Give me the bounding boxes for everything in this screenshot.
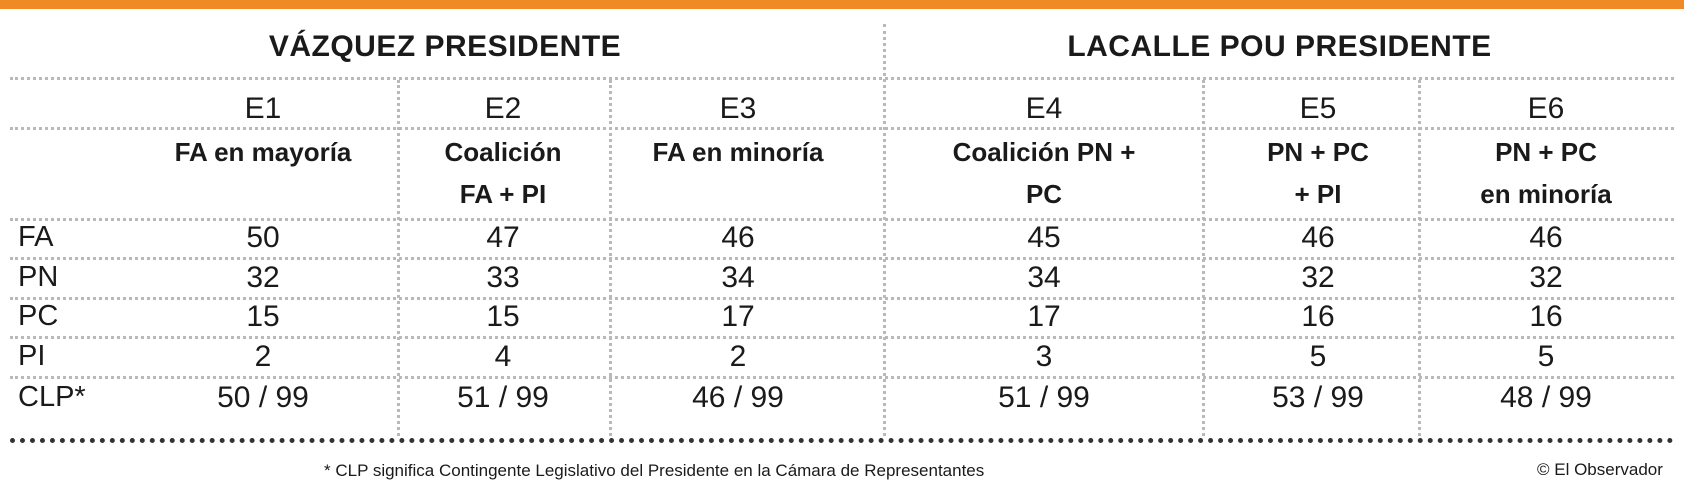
party-label: PC — [18, 300, 59, 332]
data-cell: 32 — [1529, 261, 1563, 294]
scenario-description-line: PN + PC — [1267, 137, 1369, 167]
data-cell: 17 — [721, 300, 755, 333]
divider-line — [10, 376, 1674, 379]
data-cell: 46 / 99 — [692, 381, 784, 414]
data-cell: 15 — [486, 300, 520, 333]
scenario-code: E2 — [484, 92, 522, 125]
divider-line — [10, 127, 1674, 130]
data-cell: 16 — [1529, 300, 1563, 333]
scenario-code: E1 — [244, 92, 282, 125]
data-cell: 47 — [486, 221, 520, 254]
data-cell: 46 — [721, 221, 755, 254]
group-header-lacalle: LACALLE POU PRESIDENTE — [1067, 30, 1492, 63]
divider-line — [10, 218, 1674, 221]
data-cell: 46 — [1529, 221, 1563, 254]
data-cell: 16 — [1301, 300, 1335, 333]
scenario-description-line: + PI — [1294, 179, 1342, 209]
scenario-code: E6 — [1527, 92, 1565, 125]
scenario-description: PN + PC en minoría — [1441, 131, 1651, 215]
party-label: PN — [18, 261, 59, 293]
table-bottom-line — [10, 438, 1674, 443]
scenario-description: Coalición PN + PC — [939, 131, 1149, 215]
party-label: FA — [18, 221, 54, 253]
data-cell: 50 / 99 — [217, 381, 309, 414]
data-cell: 3 — [1035, 340, 1053, 373]
scenario-description-line: Coalición — [444, 137, 562, 167]
footnote: * CLP significa Contingente Legislativo … — [324, 461, 985, 480]
party-label: PI — [18, 340, 46, 372]
data-cell: 34 — [721, 261, 755, 294]
data-cell: 2 — [254, 340, 272, 373]
scenario-description: PN + PC + PI — [1213, 131, 1423, 215]
scenario-description: Coalición FA + PI — [398, 131, 608, 215]
data-cell: 4 — [494, 340, 512, 373]
data-cell: 50 — [246, 221, 280, 254]
data-cell: 17 — [1027, 300, 1061, 333]
scenario-description-line: FA en minoría — [652, 137, 824, 167]
data-cell: 5 — [1537, 340, 1555, 373]
scenario-description-line: PN + PC — [1495, 137, 1597, 167]
data-cell: 53 / 99 — [1272, 381, 1364, 414]
divider-line — [10, 297, 1674, 300]
data-cell: 34 — [1027, 261, 1061, 294]
scenario-code: E4 — [1025, 92, 1063, 125]
column-separator — [1418, 80, 1421, 436]
divider-line — [10, 257, 1674, 260]
group-header-vazquez: VÁZQUEZ PRESIDENTE — [268, 30, 622, 63]
column-separator — [397, 80, 400, 436]
accent-top-bar — [0, 0, 1684, 9]
divider-line — [10, 336, 1674, 339]
data-cell: 5 — [1309, 340, 1327, 373]
scenario-description-line: Coalición PN + PC — [952, 137, 1136, 209]
scenario-description-line: en minoría — [1480, 179, 1612, 209]
group-separator — [883, 24, 886, 436]
scenario-code: E3 — [719, 92, 757, 125]
scenario-description: FA en minoría — [633, 131, 843, 173]
data-cell: 46 — [1301, 221, 1335, 254]
scenario-code: E5 — [1299, 92, 1337, 125]
data-cell: 48 / 99 — [1500, 381, 1592, 414]
data-cell: 45 — [1027, 221, 1061, 254]
data-cell: 32 — [1301, 261, 1335, 294]
scenario-description-line: FA + PI — [459, 179, 547, 209]
party-label: CLP* — [18, 381, 86, 413]
scenario-description-line: FA en mayoría — [174, 137, 352, 167]
data-cell: 33 — [486, 261, 520, 294]
data-cell: 51 / 99 — [457, 381, 549, 414]
column-separator — [1202, 80, 1205, 436]
data-cell: 2 — [729, 340, 747, 373]
divider-line — [10, 77, 1674, 80]
scenario-description: FA en mayoría — [158, 131, 368, 173]
data-cell: 51 / 99 — [998, 381, 1090, 414]
data-cell: 15 — [246, 300, 280, 333]
column-separator — [609, 80, 612, 436]
credit: © El Observador — [1537, 460, 1663, 479]
data-cell: 32 — [246, 261, 280, 294]
